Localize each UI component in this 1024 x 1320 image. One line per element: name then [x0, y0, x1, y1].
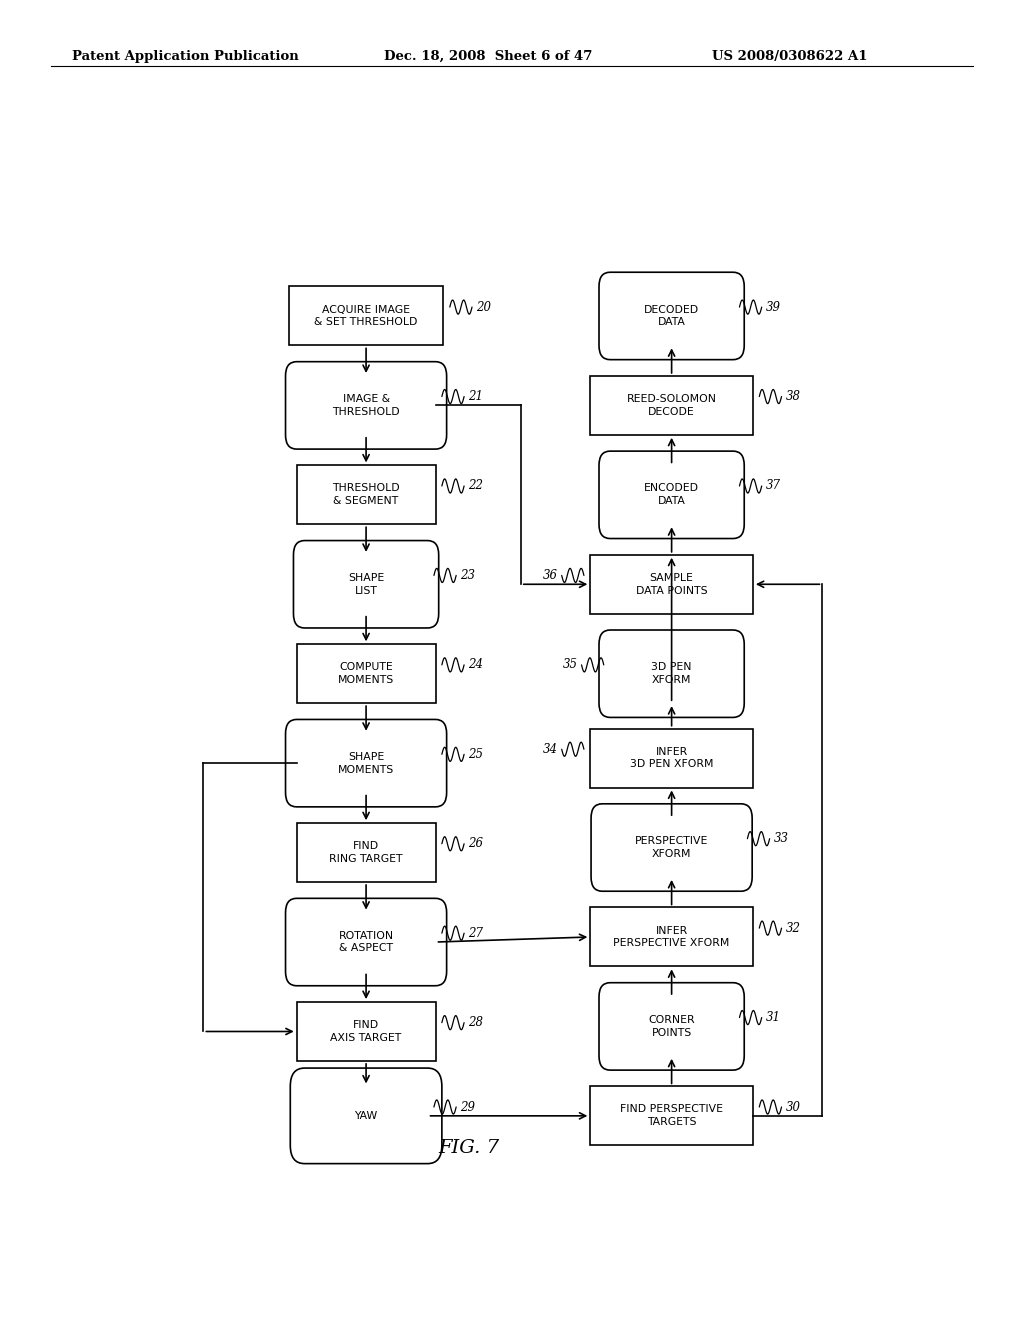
Text: 29: 29 — [460, 1101, 475, 1114]
Text: 31: 31 — [766, 1011, 780, 1024]
Text: FIND PERSPECTIVE
TARGETS: FIND PERSPECTIVE TARGETS — [621, 1105, 723, 1127]
Text: YAW: YAW — [354, 1111, 378, 1121]
Text: 23: 23 — [460, 569, 475, 582]
Text: 21: 21 — [468, 389, 483, 403]
FancyBboxPatch shape — [297, 644, 435, 704]
Text: REED-SOLOMON
DECODE: REED-SOLOMON DECODE — [627, 393, 717, 417]
Text: 39: 39 — [766, 301, 780, 314]
Text: 37: 37 — [766, 479, 780, 492]
Text: 33: 33 — [773, 832, 788, 845]
Text: 36: 36 — [543, 569, 558, 582]
FancyBboxPatch shape — [590, 554, 753, 614]
FancyBboxPatch shape — [297, 466, 435, 524]
FancyBboxPatch shape — [599, 451, 744, 539]
Text: 25: 25 — [468, 748, 483, 760]
Text: 3D PEN
XFORM: 3D PEN XFORM — [651, 663, 692, 685]
Text: 24: 24 — [468, 659, 483, 672]
Text: Patent Application Publication: Patent Application Publication — [72, 50, 298, 63]
Text: THRESHOLD
& SEGMENT: THRESHOLD & SEGMENT — [332, 483, 400, 507]
Text: COMPUTE
MOMENTS: COMPUTE MOMENTS — [338, 663, 394, 685]
Text: 22: 22 — [468, 479, 483, 492]
Text: FIND
AXIS TARGET: FIND AXIS TARGET — [331, 1020, 401, 1043]
Text: 35: 35 — [562, 659, 578, 672]
FancyBboxPatch shape — [590, 376, 753, 434]
Text: SAMPLE
DATA POINTS: SAMPLE DATA POINTS — [636, 573, 708, 595]
Text: 34: 34 — [543, 743, 558, 756]
Text: SHAPE
MOMENTS: SHAPE MOMENTS — [338, 752, 394, 775]
Text: 26: 26 — [468, 837, 483, 850]
FancyBboxPatch shape — [591, 804, 753, 891]
FancyBboxPatch shape — [590, 729, 753, 788]
Text: ROTATION
& ASPECT: ROTATION & ASPECT — [339, 931, 393, 953]
Text: 38: 38 — [785, 389, 801, 403]
FancyBboxPatch shape — [297, 1002, 435, 1061]
Text: US 2008/0308622 A1: US 2008/0308622 A1 — [712, 50, 867, 63]
FancyBboxPatch shape — [599, 630, 744, 718]
FancyBboxPatch shape — [590, 1086, 753, 1146]
Text: SHAPE
LIST: SHAPE LIST — [348, 573, 384, 595]
FancyBboxPatch shape — [297, 824, 435, 882]
Text: 32: 32 — [785, 921, 801, 935]
Text: FIG. 7: FIG. 7 — [438, 1139, 500, 1156]
Text: 27: 27 — [468, 927, 483, 940]
Text: PERSPECTIVE
XFORM: PERSPECTIVE XFORM — [635, 836, 709, 859]
Text: CORNER
POINTS: CORNER POINTS — [648, 1015, 695, 1038]
Text: 30: 30 — [785, 1101, 801, 1114]
Text: FIND
RING TARGET: FIND RING TARGET — [330, 841, 402, 865]
Text: 20: 20 — [476, 301, 490, 314]
FancyBboxPatch shape — [289, 286, 443, 346]
FancyBboxPatch shape — [599, 982, 744, 1071]
FancyBboxPatch shape — [294, 541, 438, 628]
FancyBboxPatch shape — [590, 907, 753, 966]
FancyBboxPatch shape — [286, 719, 446, 807]
Text: ACQUIRE IMAGE
& SET THRESHOLD: ACQUIRE IMAGE & SET THRESHOLD — [314, 305, 418, 327]
Text: 28: 28 — [468, 1016, 483, 1030]
FancyBboxPatch shape — [290, 1068, 442, 1164]
FancyBboxPatch shape — [599, 272, 744, 359]
Text: ENCODED
DATA: ENCODED DATA — [644, 483, 699, 507]
Text: INFER
3D PEN XFORM: INFER 3D PEN XFORM — [630, 747, 714, 770]
FancyBboxPatch shape — [286, 899, 446, 986]
Text: IMAGE &
THRESHOLD: IMAGE & THRESHOLD — [332, 393, 400, 417]
FancyBboxPatch shape — [286, 362, 446, 449]
Text: INFER
PERSPECTIVE XFORM: INFER PERSPECTIVE XFORM — [613, 925, 730, 948]
Text: Dec. 18, 2008  Sheet 6 of 47: Dec. 18, 2008 Sheet 6 of 47 — [384, 50, 592, 63]
Text: DECODED
DATA: DECODED DATA — [644, 305, 699, 327]
